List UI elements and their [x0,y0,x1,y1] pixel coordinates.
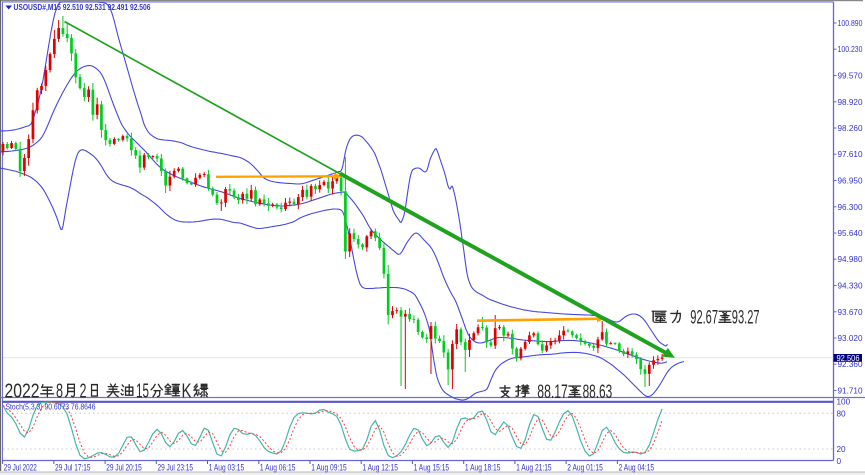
svg-text:1 Aug 09:15: 1 Aug 09:15 [311,463,347,474]
svg-text:1 Aug 15:15: 1 Aug 15:15 [414,463,450,474]
svg-text:1 Aug 18:15: 1 Aug 18:15 [465,463,501,474]
svg-text:2 Aug 01:15: 2 Aug 01:15 [567,463,603,474]
svg-text:97.610: 97.610 [838,149,863,159]
svg-text:99.570: 99.570 [838,71,863,81]
svg-text:88.17: 88.17 [537,382,568,403]
svg-text:29 Jul 20:15: 29 Jul 20:15 [106,463,142,474]
svg-text:98.260: 98.260 [838,123,863,133]
svg-text:96.950: 96.950 [838,176,863,186]
svg-text:91.710: 91.710 [838,386,863,396]
svg-text:93.27: 93.27 [732,307,760,328]
svg-text:100.230: 100.230 [838,44,863,54]
svg-text:2022: 2022 [5,381,40,403]
svg-text:92.360: 92.360 [838,359,863,369]
svg-text:94.330: 94.330 [838,281,863,291]
svg-text:1 Aug 21:15: 1 Aug 21:15 [516,463,552,474]
svg-text:100: 100 [837,397,851,406]
svg-text:K: K [182,381,192,403]
svg-text:98.920: 98.920 [838,97,863,107]
svg-text:94.980: 94.980 [838,254,863,264]
svg-text:1 Aug 12:15: 1 Aug 12:15 [362,463,398,474]
svg-text:29 Jul 2022: 29 Jul 2022 [4,463,37,474]
svg-text:92.67: 92.67 [690,307,718,328]
svg-text:USOUSD#,M15 92.510 92.531 92.4: USOUSD#,M15 92.510 92.531 92.491 92.506 [14,3,152,12]
svg-text:100.890: 100.890 [838,18,863,28]
svg-text:15: 15 [136,381,149,403]
svg-text:1 Aug 06:15: 1 Aug 06:15 [260,463,296,474]
svg-text:8: 8 [56,381,63,403]
svg-text:29 Jul 23:15: 29 Jul 23:15 [158,463,194,474]
svg-text:88.63: 88.63 [583,382,613,403]
svg-text:80: 80 [837,409,847,418]
svg-text:0: 0 [837,457,842,466]
svg-text:Stoch(5,3,3) 90.6073 76.8646: Stoch(5,3,3) 90.6073 76.8646 [6,403,96,412]
svg-text:20: 20 [837,445,847,454]
svg-text:92.506: 92.506 [837,354,860,363]
svg-text:29 Jul 17:15: 29 Jul 17:15 [55,463,91,474]
svg-text:2 Aug 04:15: 2 Aug 04:15 [619,463,655,474]
svg-text:95.640: 95.640 [838,228,863,238]
svg-text:93.020: 93.020 [838,333,863,343]
svg-text:2: 2 [80,381,87,403]
svg-text:1 Aug 03:15: 1 Aug 03:15 [209,463,245,474]
svg-text:93.670: 93.670 [838,307,863,317]
svg-text:96.300: 96.300 [838,202,863,212]
